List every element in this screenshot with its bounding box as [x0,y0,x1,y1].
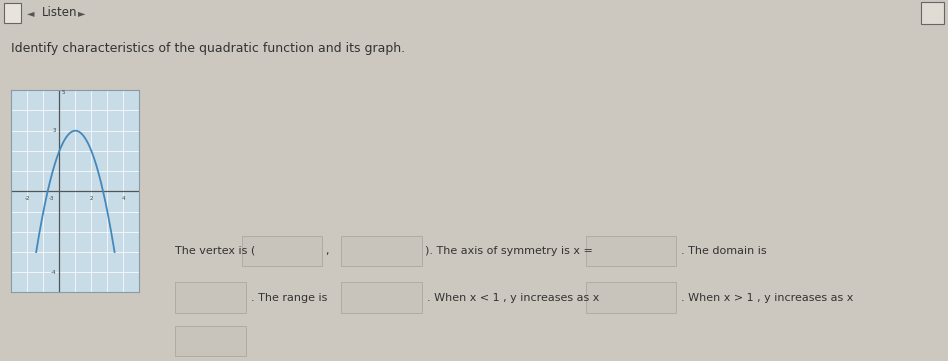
FancyBboxPatch shape [341,283,422,313]
Text: ). The axis of symmetry is x =: ). The axis of symmetry is x = [425,246,592,256]
Bar [921,2,944,24]
FancyBboxPatch shape [586,283,676,313]
Text: 2: 2 [90,196,93,201]
Text: 5: 5 [62,90,65,95]
Text: . The range is: . The range is [251,293,328,303]
Text: -2: -2 [25,196,30,201]
Text: Listen: Listen [42,6,77,19]
Text: . When x > 1 , y increases as x: . When x > 1 , y increases as x [681,293,853,303]
Text: ,: , [325,246,329,256]
Text: ◄: ◄ [27,8,34,18]
Text: . The domain is: . The domain is [681,246,766,256]
Bar [4,3,21,23]
Text: 4: 4 [121,196,125,201]
FancyBboxPatch shape [586,235,676,266]
Text: -3: -3 [49,196,55,201]
Text: ►: ► [78,8,85,18]
FancyBboxPatch shape [175,326,246,357]
FancyBboxPatch shape [242,235,322,266]
Text: . When x < 1 , y increases as x: . When x < 1 , y increases as x [427,293,599,303]
FancyBboxPatch shape [341,235,422,266]
Text: -4: -4 [50,270,56,275]
Text: Identify characteristics of the quadratic function and its graph.: Identify characteristics of the quadrati… [11,42,406,55]
Text: 3: 3 [53,128,56,133]
FancyBboxPatch shape [175,283,246,313]
Text: The vertex is (: The vertex is ( [175,246,256,256]
